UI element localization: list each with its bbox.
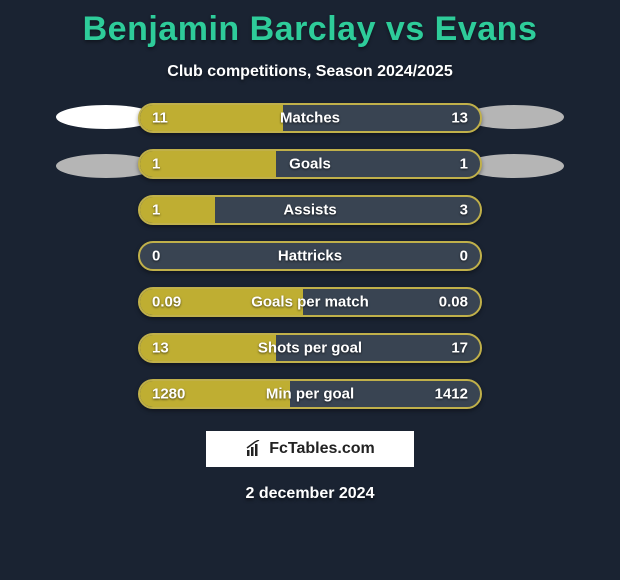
comparison-chart: 11Matches131Goals11Assists30Hattricks00.… bbox=[0, 103, 620, 409]
stat-label: Goals bbox=[289, 156, 331, 173]
stat-label: Goals per match bbox=[251, 294, 369, 311]
stat-row: 11 Matches 13 bbox=[138, 103, 482, 133]
stat-row: 1280 Min per goal 1412 bbox=[138, 379, 482, 409]
stat-right-value: 0.08 bbox=[439, 294, 468, 311]
stat-label: Hattricks bbox=[278, 248, 342, 265]
stat-label: Min per goal bbox=[266, 386, 354, 403]
subtitle: Club competitions, Season 2024/2025 bbox=[0, 63, 620, 81]
brand-chart-icon bbox=[245, 440, 263, 458]
stat-left-value: 1 bbox=[152, 202, 160, 219]
stat-left-value: 0.09 bbox=[152, 294, 181, 311]
stat-right-value: 1412 bbox=[435, 386, 468, 403]
stat-left-value: 1280 bbox=[152, 386, 185, 403]
stat-right-value: 3 bbox=[460, 202, 468, 219]
stat-label: Matches bbox=[280, 110, 340, 127]
stat-row: 0 Hattricks 0 bbox=[138, 241, 482, 271]
stat-label: Shots per goal bbox=[258, 340, 362, 357]
brand-text: FcTables.com bbox=[269, 440, 375, 458]
stat-row: 0.09 Goals per match 0.08 bbox=[138, 287, 482, 317]
stat-right-value: 0 bbox=[460, 248, 468, 265]
stat-left-value: 11 bbox=[152, 110, 168, 127]
stat-label: Assists bbox=[283, 202, 336, 219]
stat-row: 13 Shots per goal 17 bbox=[138, 333, 482, 363]
stat-bars: 11Matches131Goals11Assists30Hattricks00.… bbox=[138, 103, 482, 409]
stat-right-value: 17 bbox=[451, 340, 468, 357]
stat-left-value: 1 bbox=[152, 156, 160, 173]
page-title: Benjamin Barclay vs Evans bbox=[0, 0, 620, 49]
stat-right-value: 13 bbox=[451, 110, 468, 127]
date-label: 2 december 2024 bbox=[0, 485, 620, 503]
stat-right-value: 1 bbox=[460, 156, 468, 173]
bar-fill-left bbox=[140, 151, 276, 177]
stat-left-value: 13 bbox=[152, 340, 169, 357]
stat-row: 1 Goals 1 bbox=[138, 149, 482, 179]
stat-left-value: 0 bbox=[152, 248, 160, 265]
brand-badge: FcTables.com bbox=[206, 431, 414, 467]
stat-row: 1 Assists 3 bbox=[138, 195, 482, 225]
